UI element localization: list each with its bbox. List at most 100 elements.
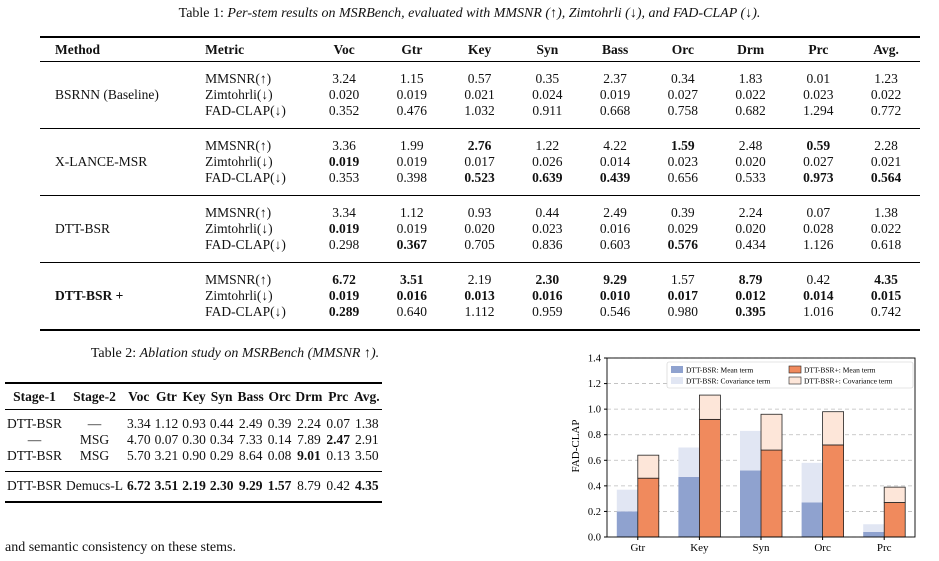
value-cell: 0.35 xyxy=(535,71,560,86)
value-cell: 0.023 xyxy=(667,154,699,169)
value-cell: 0.020 xyxy=(464,221,495,236)
value-cell: 1.23 xyxy=(874,71,898,86)
value-cell: 0.911 xyxy=(532,103,563,118)
method-cell: DTT-BSR xyxy=(55,221,111,236)
cell: 8.64 xyxy=(238,448,263,463)
y-tick-label: 0.4 xyxy=(588,481,602,492)
value-cell: 0.019 xyxy=(328,288,360,303)
row-group: DTT-BSR MMSNR(↑) 3.34 1.12 0.93 0.44 2.49 0.39 2… xyxy=(40,196,920,263)
legend-box xyxy=(666,361,914,389)
cell: — xyxy=(27,432,42,447)
value-cell: 0.010 xyxy=(599,288,631,303)
value-cell: 0.019 xyxy=(396,221,428,236)
value-cell: 0.028 xyxy=(803,221,834,236)
chart: FAD-CLAP 0.0 0.2 0.4 0.6 0.8 1.0 1.2 1.4 Gtr Key S… xyxy=(570,354,916,554)
legend-swatch xyxy=(788,365,802,374)
bar-segment xyxy=(801,462,823,503)
value-cell: 0.013 xyxy=(464,288,495,303)
cell: 3.50 xyxy=(355,448,379,463)
value-cell: 1.59 xyxy=(671,138,695,153)
cell: 0.30 xyxy=(182,432,206,447)
cell: 4.70 xyxy=(127,432,151,447)
header-row: Stage-1 Stage-2 Voc Gtr Key Syn Bass Orc Drm Prc A… xyxy=(5,383,382,410)
value-cell: 0.353 xyxy=(328,170,360,185)
value-cell: 3.34 xyxy=(332,205,356,220)
value-cell: 0.016 xyxy=(396,288,428,303)
method-cell: X-LANCE-MSR xyxy=(55,154,148,169)
bar-segment xyxy=(740,430,761,471)
value-cell: 0.564 xyxy=(870,170,902,185)
header-cell: Drm xyxy=(716,37,785,62)
cell: 1.12 xyxy=(154,416,179,431)
value-cell: 0.017 xyxy=(464,154,495,169)
value-cell: 0.758 xyxy=(667,103,699,118)
bar-segment xyxy=(760,413,783,451)
value-cell: 0.476 xyxy=(396,103,428,118)
value-cell: 1.126 xyxy=(803,237,834,252)
value-cell: 0.39 xyxy=(671,205,695,220)
row: Zimtohrli(↓) 0.020 0.019 0.021 0.024 0.019 0.0… xyxy=(40,87,920,103)
value-cell: 0.352 xyxy=(328,103,360,118)
row: DTT-BSR Demucs-L 6.72 3.51 2.19 2.30 9.29 1.57 8… xyxy=(5,472,382,503)
y-tick-label: 1.0 xyxy=(588,405,601,416)
thead: Method Metric Voc Gtr Key Syn Bass Orc Drm Prc Avg… xyxy=(40,37,920,62)
y-tick-label: 0.0 xyxy=(588,533,601,544)
cell: Demucs-L xyxy=(66,478,123,493)
metric-cell: Zimtohrli(↓) xyxy=(205,87,273,102)
y-axis-label: FAD-CLAP xyxy=(570,420,582,473)
metric-cell: MMSNR(↑) xyxy=(205,272,272,287)
value-cell: 0.533 xyxy=(735,170,766,185)
bar-segment xyxy=(678,476,700,537)
cell: 0.34 xyxy=(209,432,234,447)
value-cell: 0.027 xyxy=(667,87,699,102)
metric-cell: MMSNR(↑) xyxy=(205,205,272,220)
bar-segment xyxy=(822,411,845,446)
cell: 0.93 xyxy=(182,416,206,431)
table1-caption: Table 1: Per-stem results on MSRBench, e… xyxy=(0,6,939,22)
value-cell: 0.029 xyxy=(667,221,699,236)
cell: 0.42 xyxy=(326,478,351,493)
value-cell: 0.640 xyxy=(396,304,428,319)
value-cell: 0.93 xyxy=(467,205,492,220)
metric-cell: FAD-CLAP(↓) xyxy=(205,304,286,319)
value-cell: 1.032 xyxy=(464,103,495,118)
cell: 3.34 xyxy=(127,416,151,431)
cell: 2.47 xyxy=(326,432,351,447)
header-cell: Prc xyxy=(324,383,353,410)
metric-cell: Zimtohrli(↓) xyxy=(205,221,273,236)
cell: 6.72 xyxy=(127,478,151,493)
cell: 4.35 xyxy=(355,478,379,493)
bar-segment xyxy=(883,486,906,503)
header-cell: Drm xyxy=(293,383,325,410)
row-group: DTT-BSR Demucs-L 6.72 3.51 2.19 2.30 9.29 1.57 8… xyxy=(5,472,382,503)
cell: 0.08 xyxy=(267,448,292,463)
cell: 0.39 xyxy=(267,416,292,431)
header-cell: Syn xyxy=(513,37,582,62)
value-cell: 0.772 xyxy=(870,103,902,118)
value-cell: 0.682 xyxy=(735,103,766,118)
cell: 0.07 xyxy=(326,416,351,431)
bar-segment xyxy=(616,511,638,537)
value-cell: 0.656 xyxy=(667,170,699,185)
value-cell: 2.30 xyxy=(535,272,560,287)
legend-label: DTT-BSR: Mean term xyxy=(686,366,753,375)
bar-segment xyxy=(822,444,845,538)
value-cell: 0.439 xyxy=(599,170,631,185)
y-tick-label: 1.2 xyxy=(588,379,601,390)
row: Zimtohrli(↓) 0.019 0.016 0.013 0.016 0.010 0.0… xyxy=(40,288,920,304)
method-cell: BSRNN (Baseline) xyxy=(55,87,159,102)
value-cell: 0.022 xyxy=(735,87,766,102)
value-cell: 0.017 xyxy=(667,288,699,303)
cell: 9.01 xyxy=(297,448,321,463)
value-cell: 0.019 xyxy=(396,87,428,102)
value-cell: 2.49 xyxy=(603,205,627,220)
cell: 1.57 xyxy=(267,478,292,493)
cell: 0.13 xyxy=(326,448,351,463)
value-cell: 0.668 xyxy=(599,103,631,118)
header-cell: Key xyxy=(445,37,514,62)
row-group: BSRNN (Baseline) MMSNR(↑) 3.24 1.15 0.57 0.35… xyxy=(40,62,920,129)
caption-label: Table 1: xyxy=(178,6,224,21)
value-cell: 9.29 xyxy=(603,272,627,287)
value-cell: 0.980 xyxy=(667,304,699,319)
value-cell: 1.99 xyxy=(400,138,424,153)
